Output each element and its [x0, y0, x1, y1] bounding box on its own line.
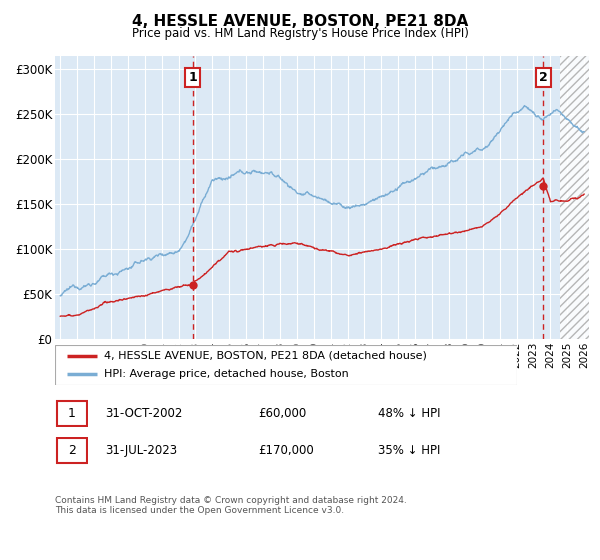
Text: 1: 1	[68, 407, 76, 420]
Text: 4, HESSLE AVENUE, BOSTON, PE21 8DA: 4, HESSLE AVENUE, BOSTON, PE21 8DA	[132, 14, 468, 29]
Text: 4, HESSLE AVENUE, BOSTON, PE21 8DA (detached house): 4, HESSLE AVENUE, BOSTON, PE21 8DA (deta…	[104, 351, 427, 361]
FancyBboxPatch shape	[57, 401, 86, 426]
Text: 1: 1	[188, 71, 197, 84]
Text: HPI: Average price, detached house, Boston: HPI: Average price, detached house, Bost…	[104, 370, 349, 379]
Text: 48% ↓ HPI: 48% ↓ HPI	[378, 407, 440, 420]
FancyBboxPatch shape	[57, 438, 86, 464]
Text: Contains HM Land Registry data © Crown copyright and database right 2024.
This d: Contains HM Land Registry data © Crown c…	[55, 496, 407, 515]
Text: 31-OCT-2002: 31-OCT-2002	[105, 407, 182, 420]
Text: 31-JUL-2023: 31-JUL-2023	[105, 444, 177, 458]
Text: Price paid vs. HM Land Registry's House Price Index (HPI): Price paid vs. HM Land Registry's House …	[131, 27, 469, 40]
Text: £170,000: £170,000	[258, 444, 314, 458]
FancyBboxPatch shape	[55, 345, 517, 385]
Text: 35% ↓ HPI: 35% ↓ HPI	[378, 444, 440, 458]
Text: 2: 2	[539, 71, 548, 84]
Bar	[560, 56, 589, 339]
Text: 2: 2	[68, 444, 76, 458]
Text: £60,000: £60,000	[258, 407, 306, 420]
